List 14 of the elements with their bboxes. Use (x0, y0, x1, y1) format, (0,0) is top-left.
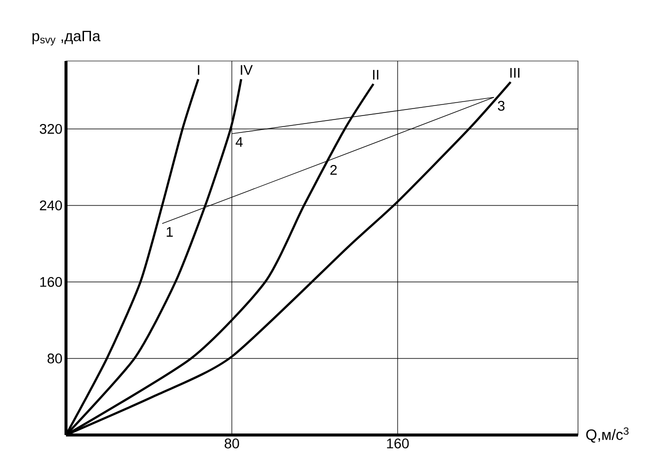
y-axis-title: p$_{svy}$ ,даПа (32, 30, 100, 46)
y-tick-label: 160 (40, 277, 62, 287)
series-label: IV (240, 65, 253, 75)
series-label: II (373, 70, 378, 80)
series-label: III (510, 68, 520, 78)
annotation: 2 (330, 164, 337, 175)
y-tick-label: 80 (48, 354, 62, 364)
y-tick-label: 240 (40, 200, 62, 210)
annotation: 3 (498, 100, 505, 111)
series-label: I (198, 65, 200, 75)
annotation: 1 (166, 227, 173, 237)
y-tick-label: 320 (40, 124, 62, 134)
x-axis-title: Q,м/с$^{3}$ (586, 427, 629, 443)
annotation: 4 (236, 137, 243, 147)
